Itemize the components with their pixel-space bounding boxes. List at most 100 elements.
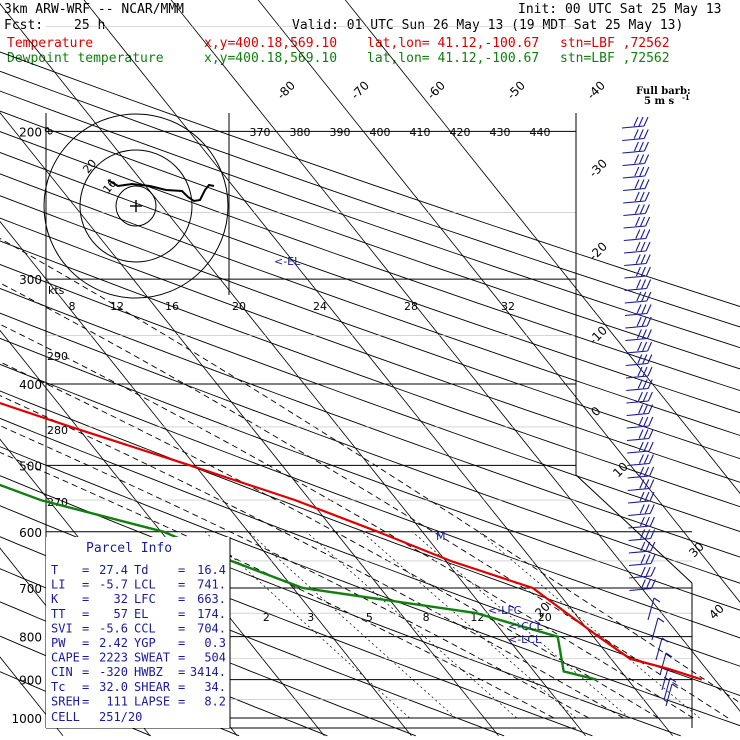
param-value: -5.7 bbox=[99, 578, 128, 592]
pressure-tick-label: 700 bbox=[19, 582, 42, 596]
dewpoint-station: stn=LBF ,72562 bbox=[560, 51, 670, 66]
param-label: LAPSE bbox=[134, 694, 170, 708]
pressure-tick-label: 900 bbox=[19, 674, 42, 688]
wind-barb bbox=[627, 441, 654, 454]
param-label: TT bbox=[51, 607, 65, 621]
param-value: 57 bbox=[114, 607, 128, 621]
hodograph-speed-label: 12 bbox=[110, 300, 124, 313]
full-barb-exponent: -1 bbox=[682, 93, 690, 102]
mixing-ratio-line bbox=[248, 531, 456, 719]
equals-sign: = bbox=[82, 694, 89, 708]
wind-barb bbox=[622, 154, 650, 167]
wind-barb bbox=[627, 454, 654, 467]
equals-sign: = bbox=[178, 694, 185, 708]
param-value: 27.4 bbox=[99, 563, 128, 577]
wind-barb bbox=[628, 554, 656, 567]
wind-barb bbox=[627, 479, 655, 492]
param-value: -320 bbox=[99, 665, 128, 679]
param-label: LCL bbox=[134, 578, 156, 592]
equals-sign: = bbox=[178, 680, 185, 694]
param-label: Td bbox=[134, 563, 148, 577]
param-label: SVI bbox=[51, 621, 73, 635]
hodograph-speed-label: 32 bbox=[501, 300, 515, 313]
wind-barb bbox=[624, 304, 652, 317]
param-label: CIN bbox=[51, 665, 73, 679]
equals-sign: = bbox=[82, 680, 89, 694]
wind-barb bbox=[659, 652, 673, 676]
param-label: CAPE bbox=[51, 651, 80, 665]
isotherm-label: -50 bbox=[504, 78, 528, 102]
isotherm-label: 0 bbox=[588, 404, 603, 419]
theta-label: 430 bbox=[490, 126, 511, 139]
dewpoint-xy: x,y=400.18,569.10 bbox=[204, 51, 338, 66]
wind-barb bbox=[628, 504, 655, 517]
equals-sign: = bbox=[82, 578, 89, 592]
mixing-ratio-label: 20 bbox=[538, 611, 552, 624]
wind-barb bbox=[626, 404, 654, 417]
hodograph-speed-label: 28 bbox=[404, 300, 418, 313]
equals-sign: = bbox=[82, 636, 89, 650]
wind-barb bbox=[651, 617, 665, 641]
m-marker: M bbox=[436, 530, 446, 543]
wind-barb bbox=[625, 354, 653, 367]
wind-barb bbox=[622, 129, 649, 142]
isotherm-line bbox=[0, 220, 412, 737]
pressure-tick-label: 500 bbox=[19, 459, 42, 473]
dewpoint-trace bbox=[0, 483, 597, 681]
param-value: 2223 bbox=[99, 651, 128, 665]
pressure-tick-label: 600 bbox=[19, 526, 42, 540]
isotherm-line bbox=[344, 0, 740, 494]
equals-sign: = bbox=[82, 665, 89, 679]
equals-sign: = bbox=[82, 563, 89, 577]
isotherm-label: -30 bbox=[586, 156, 610, 180]
isotherm-label: -70 bbox=[348, 78, 372, 102]
hodograph-ring bbox=[115, 185, 157, 227]
wind-barb bbox=[625, 316, 652, 329]
wind-barb bbox=[625, 329, 652, 342]
equals-sign: = bbox=[178, 563, 185, 577]
equals-sign: = bbox=[178, 636, 185, 650]
height-label: 290 bbox=[47, 350, 68, 363]
wind-barb bbox=[627, 491, 655, 504]
equals-sign: = bbox=[82, 621, 89, 635]
wind-barb bbox=[628, 541, 656, 554]
wind-barb bbox=[665, 683, 679, 707]
param-value: 3414. bbox=[190, 665, 226, 679]
isotherm-line bbox=[83, 0, 673, 737]
valid-time: Valid: 01 UTC Sun 26 May 13 (19 MDT Sat … bbox=[292, 18, 684, 33]
equals-sign: = bbox=[178, 651, 185, 665]
param-label: T bbox=[51, 563, 58, 577]
theta-label: 390 bbox=[330, 126, 351, 139]
fcst-value: 25 h bbox=[74, 18, 106, 33]
isotherm-label: -20 bbox=[586, 239, 610, 263]
el-marker: <-EL bbox=[274, 255, 301, 268]
mixing-ratio-line bbox=[306, 531, 517, 719]
hodograph-speed-label: 16 bbox=[165, 300, 179, 313]
moist-adiabat-line bbox=[0, 282, 729, 719]
param-value: 8.2 bbox=[204, 694, 226, 708]
wind-barb bbox=[626, 379, 653, 392]
isotherm-label: -40 bbox=[584, 78, 608, 102]
param-value: 174. bbox=[197, 607, 226, 621]
isotherm-line bbox=[0, 547, 151, 737]
isotherm-line bbox=[257, 0, 740, 603]
param-value: 32.0 bbox=[99, 680, 128, 694]
equals-sign: = bbox=[178, 621, 185, 635]
equals-sign: = bbox=[178, 578, 185, 592]
equals-sign: = bbox=[82, 651, 89, 665]
hodograph-ring-label: 16 bbox=[100, 177, 119, 196]
hodograph-speed-label: 24 bbox=[313, 300, 327, 313]
param-label: SWEAT bbox=[134, 651, 170, 665]
param-label: K bbox=[51, 592, 59, 606]
plot-right-diagonal bbox=[575, 474, 693, 584]
lfc-marker: <-LFC bbox=[488, 604, 522, 617]
wind-barb bbox=[663, 677, 677, 701]
wind-barb bbox=[625, 341, 653, 354]
param-value: 704. bbox=[197, 621, 226, 635]
temperature-xy: x,y=400.18,569.10 bbox=[204, 36, 338, 51]
wind-barb bbox=[628, 529, 656, 542]
fcst-label: Fcst: bbox=[4, 18, 44, 33]
